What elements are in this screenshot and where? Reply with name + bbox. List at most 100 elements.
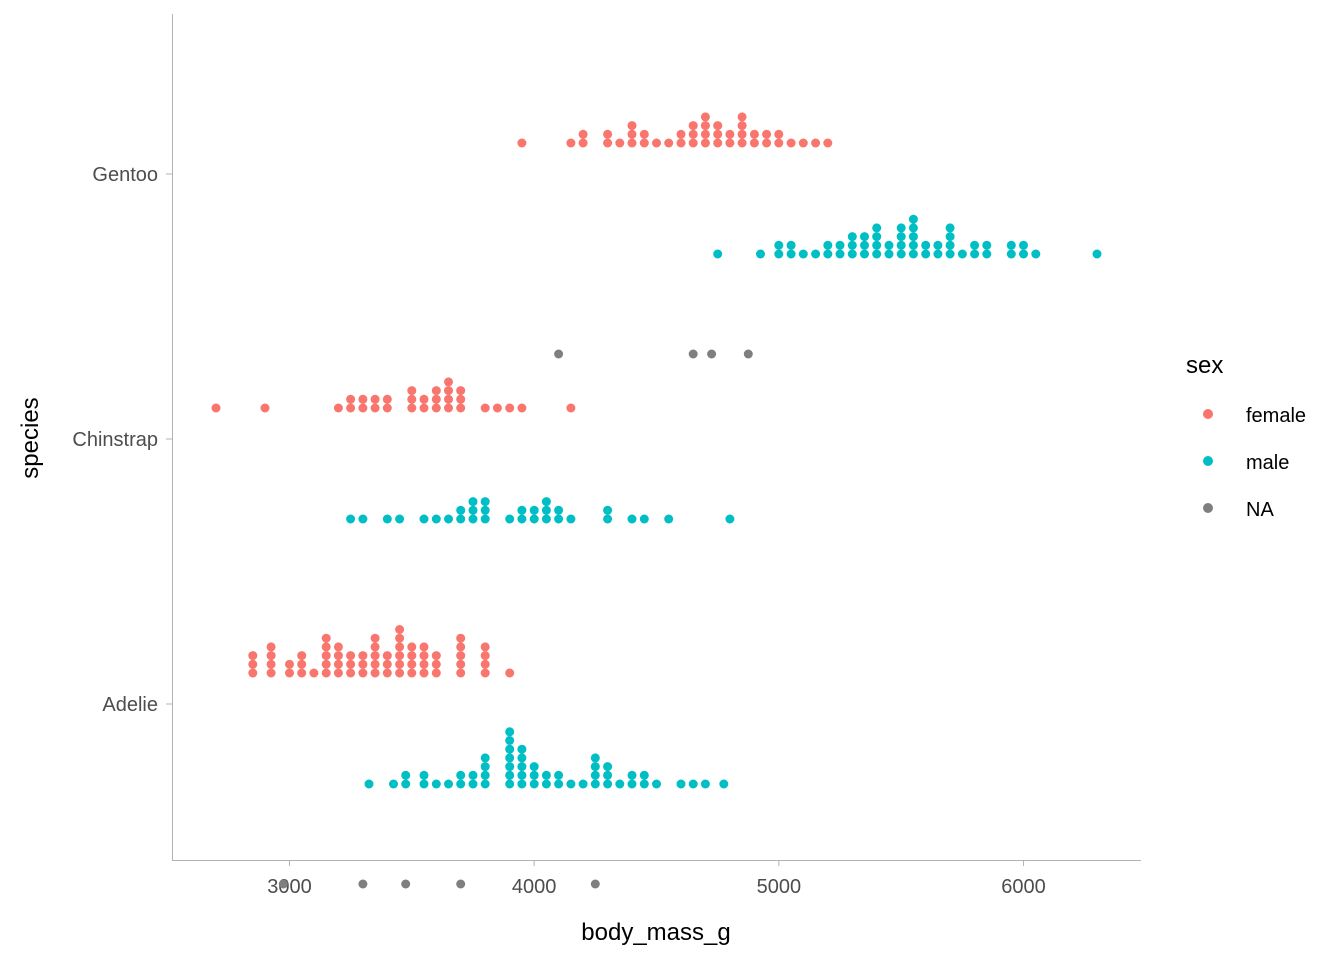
data-point-male xyxy=(872,232,882,242)
data-point-female xyxy=(444,394,453,404)
data-point-female xyxy=(713,129,723,139)
data-point-female xyxy=(676,129,686,139)
data-point-female xyxy=(309,668,319,678)
data-point-male xyxy=(603,505,613,515)
data-point-female xyxy=(346,403,356,413)
data-point-na xyxy=(554,349,564,359)
data-point-female xyxy=(395,625,405,634)
data-point-female xyxy=(725,129,735,139)
data-point-male xyxy=(872,249,882,259)
legend-key-male xyxy=(1203,456,1213,466)
data-point-female xyxy=(688,129,698,139)
data-point-male xyxy=(957,249,967,259)
data-point-male xyxy=(823,240,833,250)
data-point-male xyxy=(505,736,515,745)
data-point-female xyxy=(456,642,466,652)
data-point-male xyxy=(860,240,869,250)
data-point-female xyxy=(419,394,429,404)
data-point-female xyxy=(456,403,466,413)
data-point-male xyxy=(908,232,918,242)
data-point-female xyxy=(566,403,576,413)
data-point-male xyxy=(798,249,808,259)
data-point-female xyxy=(700,138,710,148)
data-point-male xyxy=(908,223,918,233)
data-point-male xyxy=(419,779,429,789)
data-point-female xyxy=(688,138,698,148)
data-point-male xyxy=(1031,249,1041,259)
data-point-female xyxy=(321,633,331,643)
data-point-female xyxy=(358,403,368,413)
data-point-na xyxy=(401,879,411,889)
data-point-male xyxy=(517,753,527,763)
y-tick-label: Adelie xyxy=(102,694,158,716)
data-point-male xyxy=(468,505,478,515)
x-tick-label: 3000 xyxy=(267,876,312,898)
data-point-male xyxy=(652,779,661,789)
data-point-female xyxy=(358,394,368,404)
data-point-male xyxy=(603,779,613,789)
y-axis-ticks: Adelie Chinstrap Gentoo xyxy=(72,164,172,716)
data-point-male xyxy=(541,779,551,789)
data-point-female xyxy=(578,138,588,148)
data-point-female xyxy=(333,668,343,678)
data-point-male xyxy=(884,240,894,250)
data-point-male xyxy=(725,514,735,524)
data-point-male xyxy=(884,249,894,259)
data-point-male xyxy=(566,514,576,524)
data-point-male xyxy=(847,249,857,259)
data-point-male xyxy=(456,505,466,515)
data-point-male xyxy=(970,249,980,259)
data-point-female xyxy=(370,642,380,652)
data-point-male xyxy=(627,770,637,780)
data-point-female xyxy=(211,403,221,413)
data-point-female xyxy=(321,659,331,669)
data-point-male xyxy=(823,249,833,259)
data-point-female xyxy=(762,129,772,139)
data-point-female xyxy=(395,633,405,643)
data-point-male xyxy=(945,249,955,259)
data-point-male xyxy=(554,505,564,515)
data-point-female xyxy=(456,386,466,396)
data-point-male xyxy=(480,762,490,772)
data-point-male xyxy=(505,744,515,754)
data-point-female xyxy=(737,112,747,122)
data-point-male xyxy=(896,223,906,233)
data-point-female xyxy=(749,129,759,139)
data-point-female xyxy=(652,138,661,148)
data-point-male xyxy=(786,240,796,250)
data-point-male xyxy=(444,514,453,524)
data-point-na xyxy=(358,879,368,889)
data-point-female xyxy=(382,659,392,669)
data-point-male xyxy=(468,770,478,780)
data-point-male xyxy=(554,514,564,524)
data-point-female xyxy=(700,121,710,131)
data-point-female xyxy=(419,659,429,669)
data-point-male xyxy=(517,762,527,772)
data-point-female xyxy=(419,642,429,652)
data-point-female xyxy=(285,668,294,678)
data-point-female xyxy=(627,121,637,131)
x-tick-label: 6000 xyxy=(1001,876,1046,898)
data-point-female xyxy=(358,651,368,661)
data-point-female xyxy=(358,668,368,678)
data-point-male xyxy=(529,514,539,524)
data-point-male xyxy=(872,240,882,250)
data-point-na xyxy=(456,879,466,889)
data-point-male xyxy=(713,249,723,259)
data-point-male xyxy=(346,514,356,524)
data-point-female xyxy=(603,129,613,139)
data-point-male xyxy=(431,514,441,524)
data-point-female xyxy=(321,668,331,678)
data-point-female xyxy=(419,651,429,661)
data-point-male xyxy=(1006,240,1016,250)
data-point-female xyxy=(713,121,723,131)
data-point-female xyxy=(456,668,466,678)
data-point-female xyxy=(676,138,686,148)
data-point-female xyxy=(407,659,417,669)
data-point-male xyxy=(541,514,551,524)
data-point-female xyxy=(566,138,576,148)
data-point-male xyxy=(505,514,515,524)
data-point-female xyxy=(431,659,441,669)
data-point-female xyxy=(407,651,417,661)
data-point-female xyxy=(407,668,417,678)
